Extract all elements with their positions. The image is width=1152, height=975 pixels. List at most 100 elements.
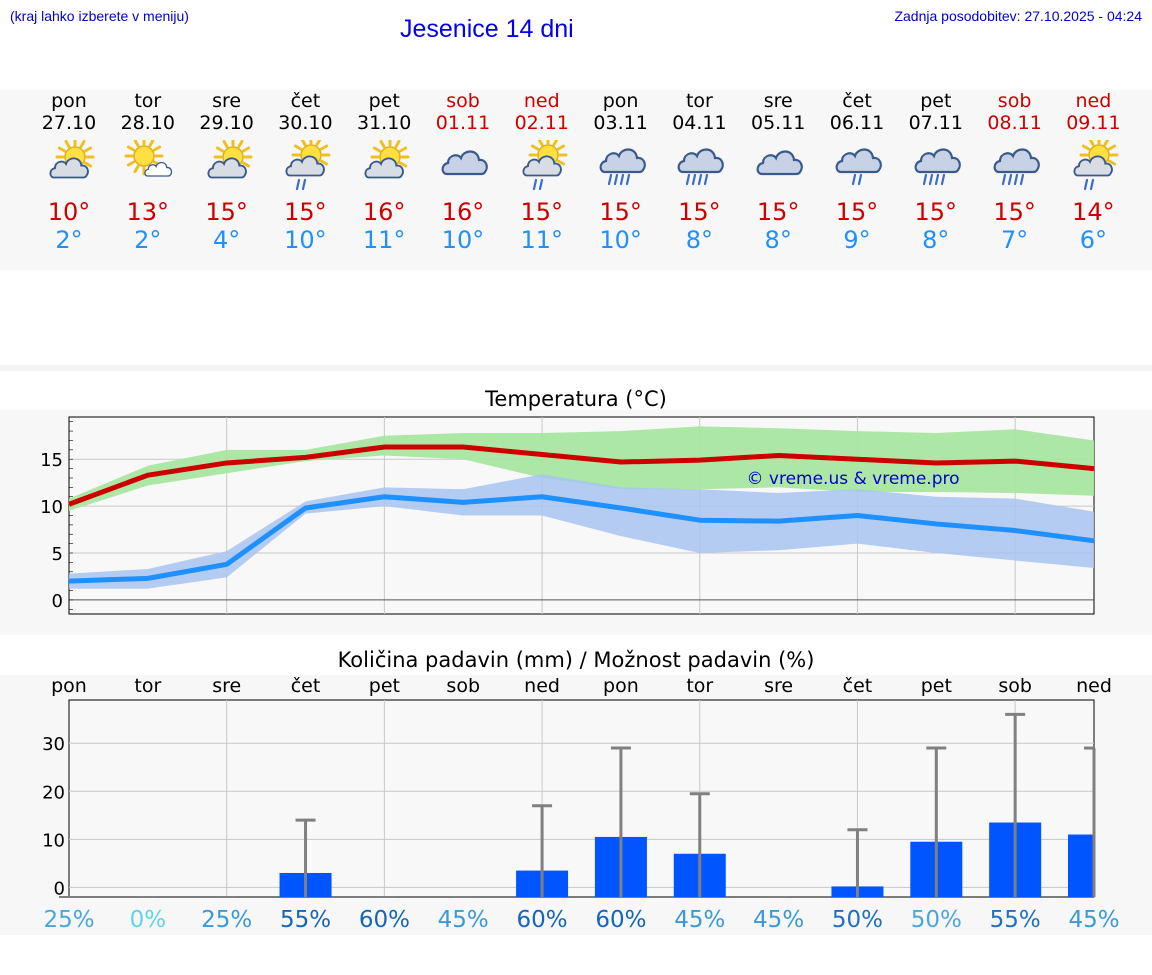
max-temperature: 15° (914, 198, 958, 226)
day-name: tor (134, 90, 162, 112)
cloud-shape (49, 157, 89, 179)
day-name: čet (842, 90, 872, 112)
rain-drops (296, 178, 307, 191)
precipitation-probability: 60% (359, 907, 410, 933)
precipitation-probability: 0% (130, 907, 167, 933)
y-tick-label: 5 (52, 544, 63, 565)
sun-shape (124, 140, 164, 176)
cloud-shape (364, 157, 404, 179)
day-date: 02.11 (514, 112, 569, 134)
precipitation-probability: 55% (280, 907, 331, 933)
x-tick-label: tor (686, 675, 713, 697)
rain-drops (607, 173, 630, 186)
precipitation-probability: 45% (438, 907, 489, 933)
day-name: pon (51, 90, 87, 112)
cloud-shape (207, 157, 247, 179)
rain-icon (599, 148, 646, 186)
min-temperature: 4° (212, 226, 241, 254)
max-temperature: 14° (1072, 198, 1115, 226)
x-tick-label: sre (212, 675, 241, 697)
day-name: ned (523, 90, 560, 112)
min-temperature: 10° (599, 226, 642, 254)
day-name: sre (763, 90, 793, 112)
min-temperature: 7° (1000, 226, 1029, 254)
day-date: 01.11 (435, 112, 491, 134)
partly-cloudy-icon (207, 140, 253, 179)
min-temperature: 2° (134, 226, 162, 254)
day-date: 28.10 (120, 112, 175, 134)
rain-icon (914, 148, 961, 186)
day-name: sob (997, 90, 1032, 112)
cloud-shape (599, 148, 646, 174)
day-name: tor (685, 90, 713, 112)
cloud-shape (993, 148, 1040, 174)
rain-icon (677, 148, 725, 186)
min-temperature: 8° (922, 226, 950, 254)
temperature-chart: 0 5 10 15 © vreme.us & vreme.pro (40, 416, 1095, 615)
min-temperature: 11° (520, 226, 564, 254)
day-date: 09.11 (1066, 112, 1121, 134)
page-title: Jesenice 14 dni (400, 15, 574, 43)
mostly-sunny-icon (124, 140, 172, 177)
cloud-shape (835, 148, 882, 174)
day-date: 07.11 (908, 112, 963, 134)
day-column: čet 30.10 15° 10° (265, 90, 345, 254)
max-temperature: 16° (362, 198, 406, 226)
min-temperature: 8° (685, 226, 714, 254)
x-tick-label: sre (764, 675, 793, 697)
max-temperature: 15° (599, 198, 642, 226)
day-date: 04.11 (672, 112, 727, 134)
cloud-shape (756, 150, 804, 176)
y-tick-label: 15 (40, 450, 63, 471)
day-date: 08.11 (987, 112, 1042, 134)
day-column: ned 09.11 14° 6° (1053, 90, 1133, 254)
rain-drops (686, 173, 709, 186)
watermark: © vreme.us & vreme.pro (746, 469, 959, 489)
day-name: čet (290, 90, 321, 112)
max-temperature-line (68, 444, 1095, 507)
precipitation-probability: 60% (517, 907, 568, 933)
day-column: tor 04.11 15° 8° (659, 90, 739, 254)
precipitation-probability: 50% (832, 907, 883, 933)
precipitation-probability: 55% (990, 907, 1041, 933)
day-date: 29.10 (199, 112, 254, 134)
cloud-shape (522, 155, 562, 177)
max-temperature: 15° (205, 198, 248, 226)
day-column: sob 08.11 15° 7° (975, 90, 1055, 254)
location-hint: (kraj lahko izberete v meniju) (10, 8, 189, 24)
max-temperature: 15° (756, 198, 800, 226)
sun-cloud-light-rain-icon (285, 140, 331, 191)
day-column: sre 29.10 15° 4° (187, 90, 267, 254)
cloud-shape (441, 150, 488, 176)
partly-cloudy-icon (364, 140, 410, 179)
min-temperature: 8° (764, 226, 792, 254)
min-temperature: 10° (441, 226, 485, 254)
y-tick-label: 0 (52, 591, 63, 612)
precipitation-probability: 45% (753, 907, 804, 933)
day-column: pet 31.10 16° 11° (344, 90, 424, 254)
y-tick-label: 30 (42, 734, 65, 755)
day-date: 30.10 (278, 112, 333, 134)
day-column: tor 28.10 13° 2° (108, 90, 188, 254)
cloud-shape (914, 148, 961, 174)
precipitation-chart-title: Količina padavin (mm) / Možnost padavin … (337, 648, 815, 672)
precipitation-probability: 45% (674, 907, 725, 933)
max-temperature: 15° (284, 198, 327, 226)
y-tick-label: 10 (42, 830, 65, 851)
day-column: sob 01.11 16° 10° (423, 90, 503, 254)
x-tick-label: tor (134, 675, 161, 697)
day-column: pon 03.11 15° 10° (581, 90, 661, 254)
x-tick-label: čet (291, 675, 321, 697)
precipitation-probability: 25% (201, 907, 252, 933)
x-tick-label: ned (524, 675, 560, 697)
max-temperature: 16° (441, 198, 485, 226)
max-temperature: 15° (835, 198, 879, 226)
rain-icon (993, 148, 1040, 186)
forecast-strip: pon 27.10 10° 2° tor 28.10 13° 2° sre 29.10 15° 4° č… (0, 90, 1152, 270)
rain-drops (532, 178, 543, 191)
cloud-shape (1073, 155, 1114, 177)
cloudy-icon (756, 150, 804, 176)
cloud-shape (144, 161, 172, 177)
rain-drops (851, 173, 863, 186)
partly-cloudy-icon (49, 140, 95, 179)
